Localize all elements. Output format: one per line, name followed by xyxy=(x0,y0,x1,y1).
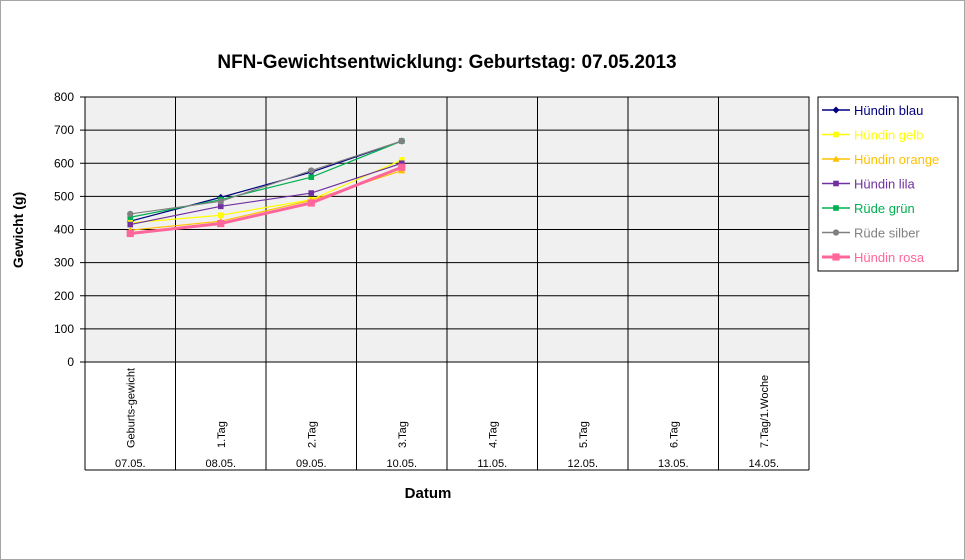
chart-title: NFN-Gewichtsentwicklung: Geburtstag: 07.… xyxy=(217,52,676,73)
date-label: 07.05. xyxy=(115,458,146,470)
data-point xyxy=(308,190,315,196)
data-point xyxy=(217,219,225,228)
grid-lines xyxy=(85,97,809,362)
data-point xyxy=(398,157,405,163)
series-line xyxy=(130,140,402,222)
y-axis: 0 100 200 300 400 500 600 700 800 xyxy=(54,90,85,369)
data-point xyxy=(126,229,134,238)
y-axis-label: Gewicht (g) xyxy=(10,192,26,268)
legend-marker xyxy=(832,155,840,162)
legend-label: Hündin blau xyxy=(854,103,923,118)
y-tick-label: 400 xyxy=(54,223,74,237)
y-tick-label: 700 xyxy=(54,123,74,137)
date-label: 12.05. xyxy=(567,458,598,470)
series-lines xyxy=(126,137,406,238)
date-label: 08.05. xyxy=(205,458,236,470)
x-tick-label: 4.Tag xyxy=(487,421,499,448)
data-point xyxy=(217,212,224,219)
y-tick-label: 600 xyxy=(54,156,74,170)
data-point xyxy=(308,174,315,180)
x-tick-label: 3.Tag xyxy=(397,421,409,448)
legend-label: Hündin lila xyxy=(854,177,915,192)
y-tick-label: 100 xyxy=(54,322,74,336)
data-point xyxy=(127,214,134,221)
date-label: 13.05. xyxy=(658,458,689,470)
data-point xyxy=(308,167,315,174)
date-label: 11.05. xyxy=(477,458,507,470)
series-line xyxy=(130,162,402,226)
legend-label: Rüde silber xyxy=(854,226,920,241)
legend-marker xyxy=(833,131,839,138)
date-label: 09.05. xyxy=(296,458,327,470)
y-tick-label: 0 xyxy=(67,355,74,369)
x-tick-label: 1.Tag xyxy=(216,421,228,448)
x-tick-label: Geburts-gewicht xyxy=(125,368,137,448)
x-tick-label: 6.Tag xyxy=(668,421,680,448)
x-axis: Geburts-gewicht 1.Tag 2.Tag 3.Tag 4.Tag 5.Tag… xyxy=(84,362,810,471)
data-point xyxy=(398,137,405,145)
legend: Hündin blau Hündin gelb Hündin orange Hündi… xyxy=(817,96,959,272)
x-tick-label: 7.Tag/1.Woche xyxy=(759,375,771,448)
legend-marker xyxy=(833,180,839,187)
legend-marker xyxy=(832,106,840,114)
x-tick-label: 2.Tag xyxy=(306,421,318,448)
series-line xyxy=(130,140,402,215)
y-tick-label: 500 xyxy=(54,189,74,203)
legend-label: Hündin orange xyxy=(854,152,939,167)
data-point xyxy=(307,199,315,207)
x-axis-label: Datum xyxy=(405,485,452,502)
date-label: 10.05. xyxy=(386,458,417,470)
legend-marker xyxy=(832,253,840,261)
y-tick-label: 800 xyxy=(54,90,74,104)
x-tick-label: 5.Tag xyxy=(578,421,590,448)
data-point xyxy=(127,221,134,228)
y-tick-label: 200 xyxy=(54,289,74,303)
y-tick-label: 300 xyxy=(54,256,74,270)
series-line xyxy=(130,159,402,224)
legend-label: Rüde grün xyxy=(854,201,915,216)
data-point xyxy=(398,160,405,167)
legend-label: Hündin rosa xyxy=(854,250,925,265)
series-line xyxy=(130,140,402,218)
series-line xyxy=(130,165,403,235)
legend-marker xyxy=(833,205,839,211)
data-point xyxy=(217,203,224,210)
date-label: 14.05. xyxy=(748,458,779,470)
legend-label: Hündin gelb xyxy=(854,128,923,143)
data-point xyxy=(398,163,406,171)
data-point xyxy=(127,210,134,218)
legend-marker xyxy=(832,229,840,236)
data-point xyxy=(217,198,224,205)
